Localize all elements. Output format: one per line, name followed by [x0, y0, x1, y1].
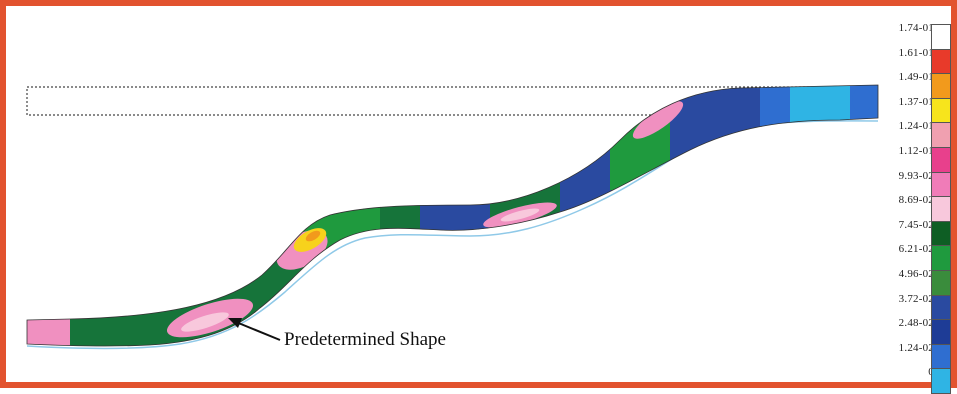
legend-label: 9.93-02	[899, 170, 934, 182]
legend-swatch	[931, 122, 951, 148]
legend-swatch	[931, 196, 951, 222]
legend-swatch	[931, 73, 951, 99]
legend-label: 3.72-02	[899, 293, 934, 305]
legend-label: 1.37-01	[899, 96, 934, 108]
legend-swatch	[931, 245, 951, 271]
legend-swatch	[931, 221, 951, 247]
legend-swatch	[931, 172, 951, 198]
legend-label: 1.24-02	[899, 342, 934, 354]
deformed-strip	[20, 80, 890, 360]
legend-swatch	[931, 147, 951, 173]
legend-swatch	[931, 49, 951, 75]
legend-swatch	[931, 319, 951, 345]
legend-label: 1.24-01	[899, 120, 934, 132]
legend-swatch	[931, 344, 951, 370]
legend-label: 1.49-01	[899, 71, 934, 83]
legend-swatch	[931, 270, 951, 296]
legend-swatch	[931, 295, 951, 321]
legend-label: 2.48-02	[899, 317, 934, 329]
legend-label: 1.61-01	[899, 47, 934, 59]
predetermined-shape-label: Predetermined Shape	[284, 329, 446, 351]
legend-label: 7.45-02	[899, 219, 934, 231]
legend-label: 1.12-01	[899, 145, 934, 157]
legend-swatch	[931, 98, 951, 124]
color-legend: 1.74-01 1.61-01 1.49-01 1.37-01 1.24-01 1.12-…	[876, 0, 957, 388]
legend-label: 6.21-02	[899, 243, 934, 255]
legend-label: 4.96-02	[899, 268, 934, 280]
legend-swatch	[931, 368, 951, 394]
annotation-arrow	[236, 322, 280, 340]
legend-label: 1.74-01	[899, 22, 934, 34]
legend-swatch	[931, 24, 951, 50]
legend-label: 8.69-02	[899, 194, 934, 206]
